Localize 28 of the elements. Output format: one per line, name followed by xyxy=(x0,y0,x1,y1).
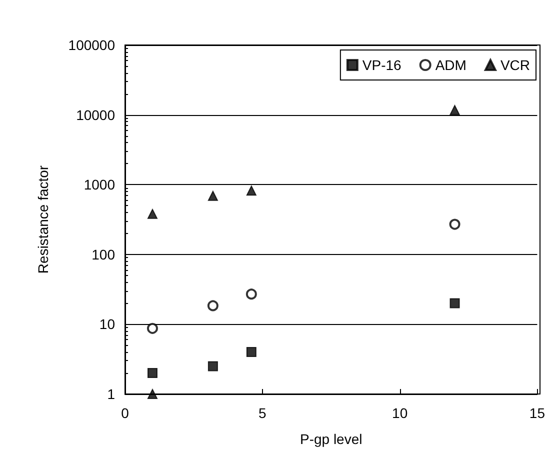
y-axis-title: Resistance factor xyxy=(35,165,51,274)
x-tick-label: 10 xyxy=(392,405,408,421)
point xyxy=(449,218,460,230)
x-tick-label: 5 xyxy=(258,405,267,421)
point xyxy=(246,186,256,196)
x-tick-label: 15 xyxy=(529,405,546,421)
point xyxy=(147,389,158,399)
point xyxy=(246,346,256,357)
y-tick-label: 10000 xyxy=(76,106,116,123)
legend-label: VCR xyxy=(500,57,530,73)
y-tick-label: 100 xyxy=(92,246,116,262)
legend-label: VP-16 xyxy=(362,57,402,73)
point xyxy=(246,288,257,300)
point xyxy=(208,190,218,201)
point xyxy=(147,368,158,378)
y-tick-label: 1 xyxy=(107,386,116,402)
point xyxy=(450,105,460,116)
x-tick-label: 0 xyxy=(121,405,130,421)
y-tick-label: 1000 xyxy=(84,176,116,193)
point xyxy=(147,208,158,219)
point xyxy=(208,361,218,372)
legend-label: ADM xyxy=(435,57,466,73)
y-tick-label: 10 xyxy=(99,316,116,332)
y-tick-label: 100000 xyxy=(68,37,116,53)
x-axis-title: P-gp level xyxy=(300,431,362,447)
point xyxy=(146,322,158,334)
point xyxy=(207,300,218,312)
point xyxy=(450,298,460,308)
